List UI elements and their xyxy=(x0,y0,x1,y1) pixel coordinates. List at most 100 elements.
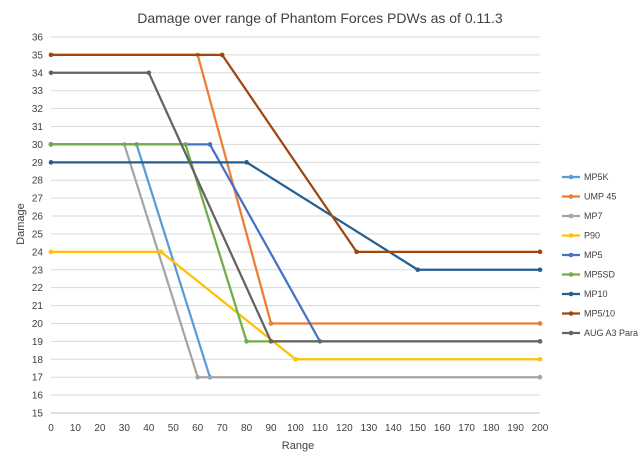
legend-label: MP10 xyxy=(584,289,608,299)
y-tick-label: 22 xyxy=(32,283,44,294)
legend-marker xyxy=(568,213,574,219)
y-tick-label: 15 xyxy=(32,409,44,420)
legend-entry: MP7 xyxy=(562,211,603,221)
legend-label: MP5/10 xyxy=(584,309,615,319)
x-tick-label: 160 xyxy=(434,423,451,434)
data-point xyxy=(244,160,249,165)
legend-label: MP5 xyxy=(584,250,603,260)
legend-entry: MP10 xyxy=(562,289,608,299)
x-tick-label: 40 xyxy=(143,423,155,434)
legend-marker xyxy=(568,252,574,258)
data-point xyxy=(48,52,54,58)
data-point xyxy=(158,249,164,255)
legend-marker xyxy=(568,194,574,199)
y-axis-label: Damage xyxy=(15,203,27,245)
legend-marker xyxy=(568,174,574,180)
x-tick-label: 100 xyxy=(287,423,304,434)
y-tick-label: 21 xyxy=(32,301,44,312)
x-tick-label: 20 xyxy=(94,423,106,434)
data-point xyxy=(537,356,543,362)
data-point xyxy=(268,339,274,344)
axes: 15 16 17 18 19 20 21 22 23 24 25 26 27 28 29 30 31 32 33 34… xyxy=(32,33,549,435)
y-tick-label: 20 xyxy=(32,319,44,330)
y-tick-label: 17 xyxy=(32,373,44,384)
x-tick-label: 30 xyxy=(119,423,131,434)
y-tick-label: 19 xyxy=(32,337,44,348)
x-tick-label: 170 xyxy=(458,423,475,434)
x-tick-label: 110 xyxy=(312,423,328,434)
legend-entry: MP5 xyxy=(562,250,603,260)
y-tick-label: 32 xyxy=(32,104,44,115)
data-point xyxy=(183,142,188,147)
x-tick-label: 80 xyxy=(241,423,253,434)
y-tick-label: 23 xyxy=(32,265,44,276)
x-tick-label: 190 xyxy=(507,423,524,434)
y-tick-label: 24 xyxy=(32,247,44,258)
legend-entry: MP5/10 xyxy=(562,309,615,319)
legend-entry: AUG A3 Para xyxy=(562,328,638,338)
series-mp5-10 xyxy=(48,52,543,255)
y-tick-label: 29 xyxy=(32,158,44,169)
x-tick-label: 120 xyxy=(336,423,353,434)
data-point xyxy=(537,249,543,255)
legend-marker xyxy=(568,311,574,316)
y-tick-label: 31 xyxy=(32,122,44,133)
data-point xyxy=(219,52,225,58)
data-point xyxy=(537,339,543,344)
data-point xyxy=(207,142,213,147)
legend-label: MP5K xyxy=(584,172,609,182)
legend-marker xyxy=(568,233,574,238)
x-tick-label: 140 xyxy=(385,423,402,434)
y-tick-label: 16 xyxy=(32,391,44,402)
x-tick-label: 150 xyxy=(409,423,426,434)
x-tick-label: 200 xyxy=(532,423,549,434)
x-tick-label: 50 xyxy=(168,423,180,434)
series-line xyxy=(49,71,542,343)
chart-title: Damage over range of Phantom Forces PDWs… xyxy=(137,10,503,26)
legend-entry: UMP 45 xyxy=(562,192,616,202)
legend-marker xyxy=(568,272,574,277)
series-line xyxy=(49,250,542,361)
y-tick-label: 34 xyxy=(32,68,44,79)
y-tick-label: 33 xyxy=(32,86,44,97)
legend-marker xyxy=(568,330,574,336)
data-point xyxy=(48,160,54,165)
data-point xyxy=(537,267,543,273)
y-tick-label: 30 xyxy=(32,140,44,151)
y-tick-label: 27 xyxy=(32,194,44,205)
data-point xyxy=(48,142,54,147)
x-tick-label: 0 xyxy=(48,423,54,434)
series-aug-a3-para xyxy=(48,70,543,344)
x-tick-label: 70 xyxy=(217,423,229,434)
data-point xyxy=(415,267,421,273)
x-tick-label: 10 xyxy=(70,423,82,434)
x-tick-label: 180 xyxy=(483,423,500,434)
x-tick-label: 90 xyxy=(265,423,277,434)
x-axis-label: Range xyxy=(282,440,314,452)
y-tick-label: 18 xyxy=(32,355,44,366)
legend-label: P90 xyxy=(584,231,600,241)
data-point xyxy=(48,70,54,76)
data-point xyxy=(146,70,152,76)
series-p90 xyxy=(48,249,543,362)
legend-label: UMP 45 xyxy=(584,192,616,202)
legend-entry: MP5SD xyxy=(562,270,616,280)
data-point xyxy=(268,321,274,326)
data-point xyxy=(195,374,200,380)
y-tick-label: 35 xyxy=(32,50,44,61)
y-tick-label: 26 xyxy=(32,212,44,223)
data-point xyxy=(537,321,543,326)
data-point xyxy=(537,374,543,380)
x-tick-label: 130 xyxy=(361,423,378,434)
legend-marker xyxy=(568,291,574,297)
data-point xyxy=(354,249,359,255)
data-point xyxy=(293,356,298,362)
legend-entry: MP5K xyxy=(562,172,609,182)
data-point xyxy=(48,249,54,255)
y-tick-label: 36 xyxy=(32,33,44,44)
y-tick-label: 25 xyxy=(32,229,44,240)
series-lines xyxy=(48,52,543,380)
series-line xyxy=(49,53,542,253)
